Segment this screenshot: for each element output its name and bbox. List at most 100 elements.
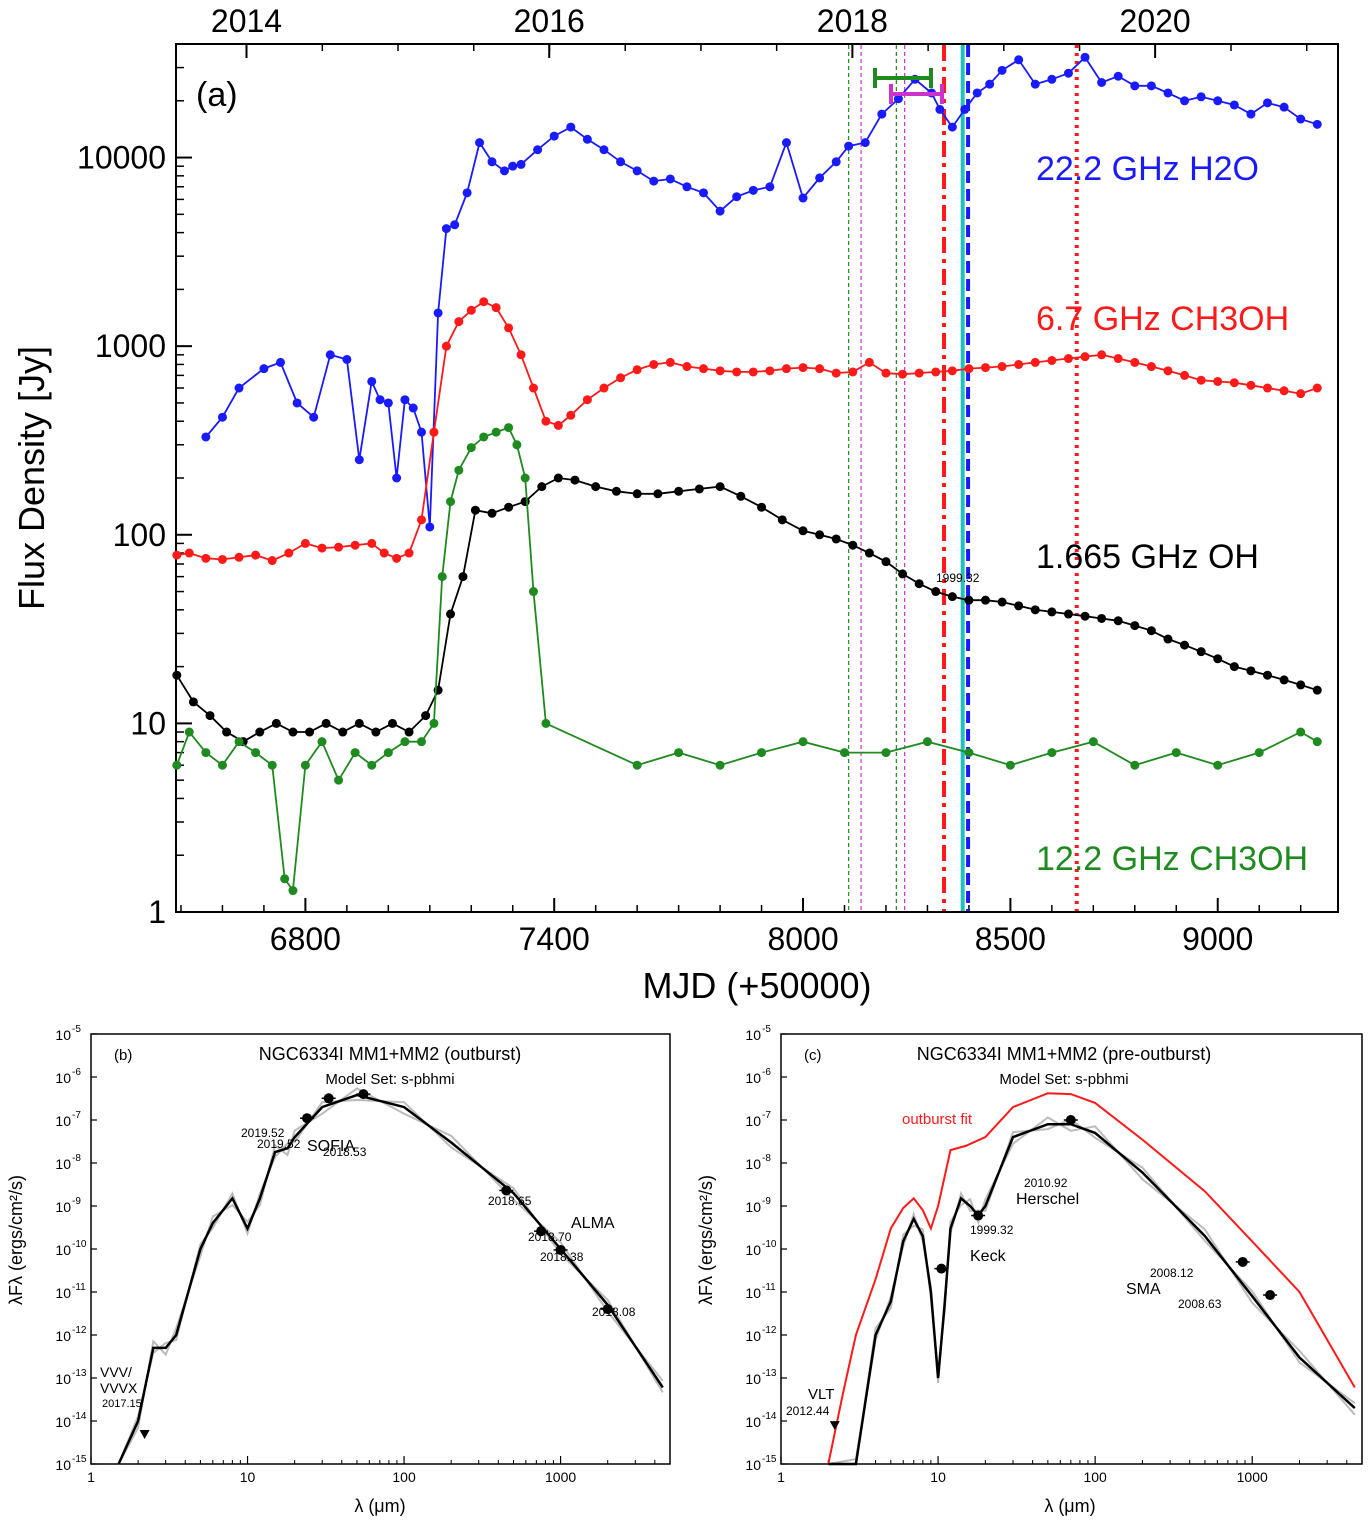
sed-y-tick-label: 10 [55,1199,71,1215]
sed-y-tick-exp: -10 [762,1239,777,1250]
panel-a-event-lines [848,45,1079,911]
series-point-2 [470,505,480,515]
panel-c-curves [827,1092,1356,1466]
series-point-3 [446,497,456,507]
series-point-0 [400,395,410,405]
series-point-1 [417,515,427,525]
series-point-2 [570,475,580,485]
sed-y-tick-exp: -12 [72,1325,87,1336]
series-point-2 [222,727,232,737]
top-tick-label-3: 2020 [1120,3,1191,39]
series-point-2 [288,727,298,737]
series-point-0 [1146,81,1156,91]
sed-y-tick-label: 10 [55,1070,71,1086]
series-point-1 [454,317,464,327]
y-tick-label-1000: 1000 [95,328,166,364]
series-point-0 [533,145,543,155]
series-point-0 [425,522,435,532]
annot-b-2018-08: 2018.08 [592,1305,636,1319]
series-label-h2o: 22.2 GHz H2O [1036,150,1259,188]
sed-x-tick-label: 1000 [545,1469,576,1485]
series-point-3 [280,874,290,884]
sed-y-tick-label: 10 [55,1328,71,1344]
series-point-0 [201,432,211,442]
panel-c-axes: 1 10 100 100010-510-610-710-810-910-1010-11… [745,1024,1363,1485]
series-point-1 [441,341,451,351]
series-point-1 [1047,355,1057,365]
series-point-0 [935,104,945,114]
series-point-1 [798,363,808,373]
sed-x-tick-label: 100 [1083,1469,1107,1485]
series-point-0 [665,174,675,184]
series-point-0 [1163,88,1173,98]
series-point-2 [1130,621,1140,631]
series-point-0 [997,65,1007,75]
series-3 [172,423,1322,896]
series-point-3 [1005,760,1015,770]
panel-b-subtitle: Model Set: s-pbhmi [325,1071,454,1088]
best-fit-curve [828,1122,1356,1466]
sed-y-tick-exp: -5 [762,1024,771,1035]
series-point-3 [234,737,244,747]
series-point-0 [499,166,509,176]
series-point-1 [632,365,642,375]
panel-c-frame [780,1033,1363,1465]
series-point-0 [582,134,592,144]
series-point-1 [582,395,592,405]
panel-b-frame [90,1033,671,1465]
sed-y-tick-exp: -10 [72,1239,87,1250]
annot-b-2017-15: 2017.15 [102,1398,142,1410]
series-point-1 [1097,350,1107,360]
series-point-0 [1180,96,1190,106]
series-point-2 [1080,611,1090,621]
series-line-2 [176,477,1318,743]
annot-b-sofia: SOFIA [307,1138,355,1155]
series-label-ch3oh-6-7: 6.7 GHz CH3OH [1036,300,1289,338]
series-point-1 [947,366,957,376]
series-point-2 [964,595,974,605]
series-point-0 [1063,68,1073,78]
panel-c-annotations: outburst fit 2010.92 Herschel 1999.32 Ke… [786,571,1222,1418]
series-point-1 [682,362,692,372]
series-point-3 [300,760,310,770]
series-point-0 [765,182,775,192]
series-point-0 [1312,119,1322,129]
x-tick-label-8500: 8500 [975,921,1046,957]
series-point-3 [267,760,277,770]
series-point-1 [528,383,538,393]
series-point-0 [877,109,887,119]
panel-a-ylabel: Flux Density [Jy] [11,346,52,610]
series-point-3 [367,760,377,770]
series-point-1 [367,538,377,548]
series-point-2 [981,595,991,605]
series-point-3 [757,748,767,758]
series-point-0 [475,138,485,148]
annot-b-vvv: VVV/ [100,1364,132,1380]
annot-c-herschel: Herschel [1016,1191,1079,1208]
series-point-2 [1146,626,1156,636]
series-point-3 [632,760,642,770]
series-point-1 [429,427,439,437]
series-point-0 [342,354,352,364]
annot-b-2019-52-b: 2019.52 [241,1126,285,1140]
sed-y-tick-label: 10 [745,1414,761,1430]
series-point-0 [1229,100,1239,110]
series-point-2 [611,486,621,496]
series-point-2 [1163,634,1173,644]
series-point-0 [798,193,808,203]
series-point-3 [881,748,891,758]
sed-y-tick-label: 10 [745,1285,761,1301]
panel-b-axes: 1 10 100 100010-510-610-710-810-910-1010-11… [55,1024,671,1485]
panel-a-series [172,52,1322,896]
series-point-2 [421,711,431,721]
series-point-0 [450,220,460,230]
series-point-0 [1113,71,1123,81]
series-point-2 [715,482,725,492]
series-point-2 [1047,607,1057,617]
series-point-0 [566,122,576,132]
series-point-1 [334,542,344,552]
series-point-3 [922,737,932,747]
series-point-2 [881,557,891,567]
panel-a-xlabel: MJD (+50000) [642,965,871,1006]
panel-b-sed-outburst: (b) NGC6334I MM1+MM2 (outburst) Model Se… [6,1024,671,1516]
